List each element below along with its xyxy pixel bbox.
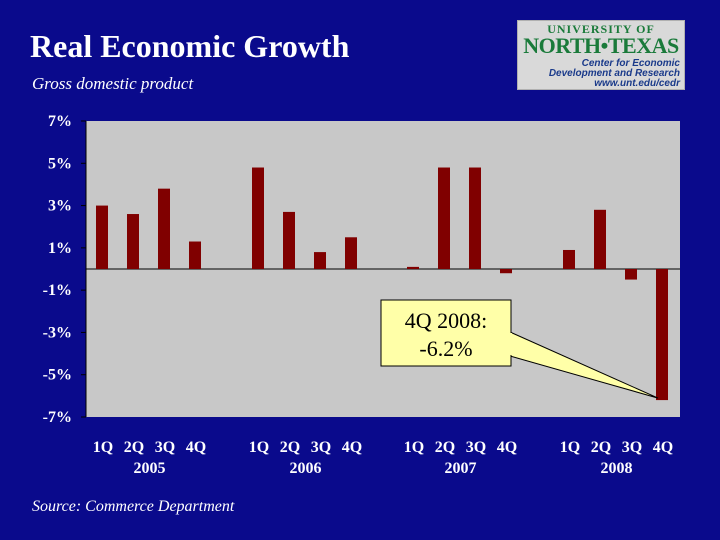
bar xyxy=(625,269,637,280)
x-tick-label: 4Q xyxy=(342,439,362,456)
slide-subtitle: Gross domestic product xyxy=(32,74,194,93)
x-tick-label: 2Q xyxy=(280,439,300,456)
y-tick-label: 7% xyxy=(48,113,72,130)
logo-line-4: Development and Research xyxy=(548,68,680,79)
logo-line-3: Center for Economic xyxy=(581,58,680,69)
bar xyxy=(314,252,326,269)
x-tick-label: 1Q xyxy=(560,439,580,456)
unt-cedr-logo: UNIVERSITY OF NORTH•TEXAS Center for Eco… xyxy=(517,20,685,90)
bar xyxy=(469,167,481,269)
bar xyxy=(96,205,108,269)
source-note: Source: Commerce Department xyxy=(32,498,235,515)
bar xyxy=(189,241,201,269)
bar xyxy=(500,269,512,274)
x-tick-label: 2Q xyxy=(435,439,455,456)
x-tick-label: 3Q xyxy=(311,439,331,456)
x-tick-label: 4Q xyxy=(497,439,517,456)
bar xyxy=(594,209,606,269)
x-tick-label: 3Q xyxy=(466,439,486,456)
y-tick-label: -7% xyxy=(43,409,72,426)
y-tick-label: 3% xyxy=(48,198,72,215)
x-tick-label: 1Q xyxy=(249,439,269,456)
y-tick-label: 1% xyxy=(48,240,72,257)
y-tick-label: -1% xyxy=(43,282,72,299)
y-tick-label: -3% xyxy=(43,324,72,341)
y-tick-label: -5% xyxy=(43,367,72,384)
bar xyxy=(563,249,575,269)
x-group-label: 2007 xyxy=(445,460,477,477)
x-tick-label: 2Q xyxy=(124,439,144,456)
x-tick-label: 3Q xyxy=(155,439,175,456)
x-tick-label: 1Q xyxy=(93,439,113,456)
x-tick-label: 1Q xyxy=(404,439,424,456)
x-tick-label: 3Q xyxy=(622,439,642,456)
slide-title: Real Economic Growth xyxy=(30,28,350,64)
callout-box xyxy=(380,299,512,367)
x-group-label: 2006 xyxy=(290,460,322,477)
callout-line-1: 4Q 2008: xyxy=(405,308,488,333)
bar xyxy=(127,214,139,269)
bar xyxy=(252,167,264,269)
x-tick-label: 4Q xyxy=(186,439,206,456)
bar xyxy=(438,167,450,269)
bar xyxy=(656,269,668,401)
x-group-label: 2008 xyxy=(601,460,633,477)
x-tick-label: 2Q xyxy=(591,439,611,456)
bar xyxy=(345,237,357,269)
x-group-label: 2005 xyxy=(134,460,166,477)
callout-line-2: -6.2% xyxy=(419,336,472,361)
logo-line-1: UNIVERSITY OF xyxy=(547,22,655,36)
bar xyxy=(407,266,419,269)
x-tick-label: 4Q xyxy=(653,439,673,456)
bar xyxy=(283,211,295,269)
bar xyxy=(158,188,170,269)
y-tick-label: 5% xyxy=(48,155,72,172)
logo-line-2: NORTH•TEXAS xyxy=(523,33,679,58)
logo-line-5: www.unt.edu/cedr xyxy=(594,78,680,89)
